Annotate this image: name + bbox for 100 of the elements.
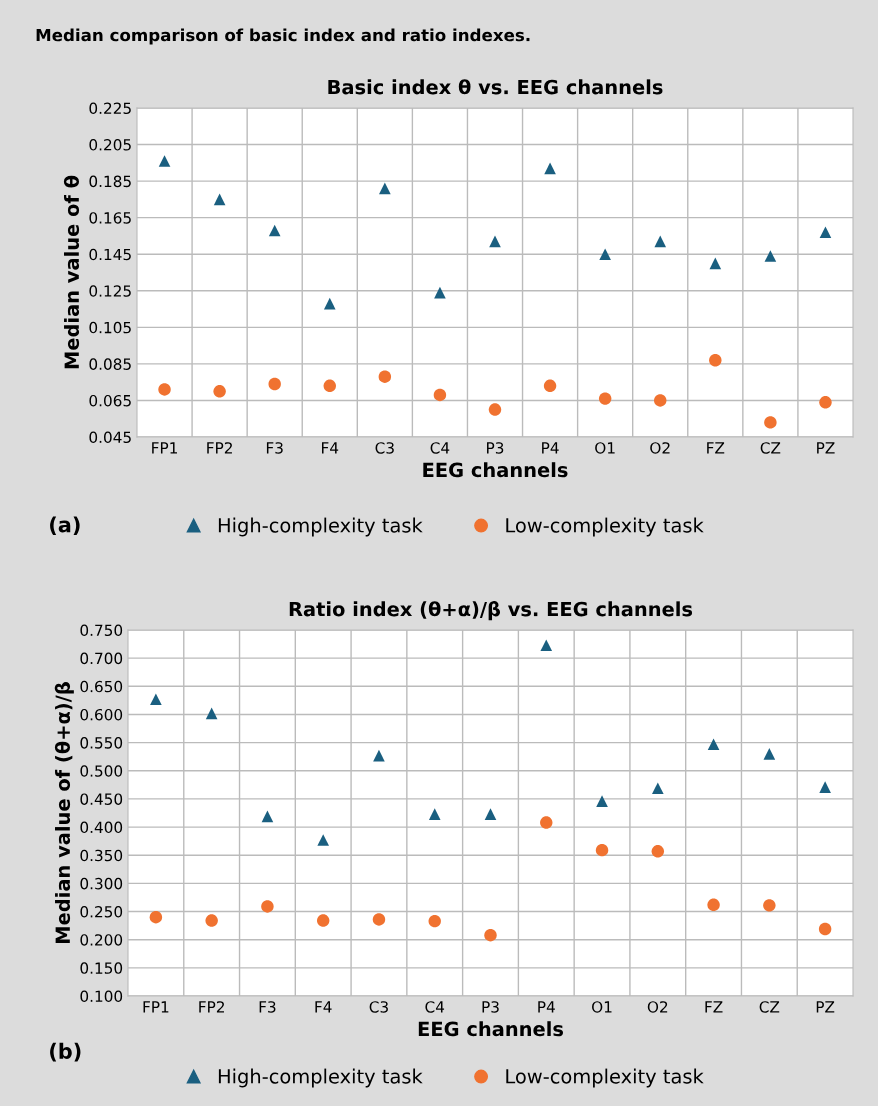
x-tick-label: CZ xyxy=(759,1001,780,1013)
y-tick-label: 0.150 xyxy=(80,962,123,974)
point xyxy=(764,250,777,262)
point xyxy=(819,781,831,793)
point xyxy=(595,843,609,857)
x-tick-label: CZ xyxy=(760,442,781,454)
x-tick-label: P4 xyxy=(538,1001,555,1013)
y-tick-label: 0.350 xyxy=(80,849,123,862)
x-tick-label: F4 xyxy=(315,1001,332,1013)
chart-title: Ratio index (θ+α)/β vs. EEG channels xyxy=(289,601,693,621)
y-tick-label: 0.600 xyxy=(80,708,123,721)
y-tick-label: 0.065 xyxy=(89,394,131,407)
point xyxy=(316,914,330,927)
point xyxy=(763,899,776,912)
point xyxy=(378,370,392,383)
legend-label: Low-complexity task xyxy=(506,1068,704,1088)
y-tick-label: 0.085 xyxy=(89,358,131,370)
y-tick-label: 0.300 xyxy=(80,877,123,890)
point xyxy=(205,914,218,927)
text: Median comparison of basic index and ratio indexes. xyxy=(36,28,530,45)
y-tick-label: 0.145 xyxy=(89,248,131,261)
x-tick-label: C4 xyxy=(425,1001,445,1013)
point xyxy=(707,738,720,751)
point xyxy=(484,808,497,820)
text: (b) xyxy=(50,1042,81,1062)
y-tick-label: 0.500 xyxy=(80,765,123,777)
y-tick-label: 0.045 xyxy=(89,431,131,444)
x-tick-label: P3 xyxy=(482,1001,499,1013)
legend-label: High-complexity task xyxy=(218,517,423,537)
x-tick-label: C3 xyxy=(375,442,394,454)
x-tick-label: FZ xyxy=(705,1001,723,1013)
point xyxy=(654,394,667,407)
point xyxy=(428,914,441,928)
point xyxy=(317,834,329,846)
point xyxy=(484,928,497,942)
x-tick-label: O2 xyxy=(647,1001,668,1013)
x-tick-label: C3 xyxy=(369,1001,388,1013)
point xyxy=(540,816,553,829)
point xyxy=(598,392,612,405)
point xyxy=(261,810,274,823)
point xyxy=(654,235,667,248)
point xyxy=(544,162,556,175)
y-tick-label: 0.105 xyxy=(89,321,131,334)
x-axis-title: EEG channels xyxy=(423,462,568,478)
point xyxy=(205,707,218,720)
x-tick-label: P4 xyxy=(542,442,559,454)
point xyxy=(268,224,281,237)
point xyxy=(540,639,553,652)
y-tick-label: 0.250 xyxy=(80,906,123,918)
x-tick-label: FP1 xyxy=(152,442,177,454)
point xyxy=(379,182,391,195)
x-tick-label: FZ xyxy=(707,442,725,454)
x-tick-label: F3 xyxy=(266,442,283,454)
y-tick-label: 0.185 xyxy=(89,175,131,188)
chart-title: Basic index θ vs. EEG channels xyxy=(328,79,663,95)
point xyxy=(819,226,832,239)
y-tick-label: 0.400 xyxy=(80,821,123,834)
point xyxy=(158,383,171,396)
y-tick-label: 0.125 xyxy=(89,285,131,297)
point xyxy=(543,379,557,393)
point xyxy=(323,379,336,393)
y-tick-label: 0.205 xyxy=(89,139,131,151)
point xyxy=(213,193,226,206)
point xyxy=(599,248,611,261)
y-tick-label: 0.700 xyxy=(80,652,123,665)
x-tick-label: PZ xyxy=(817,442,835,454)
x-tick-label: P3 xyxy=(487,442,504,454)
y-tick-label: 0.165 xyxy=(89,212,131,224)
point xyxy=(488,403,502,416)
point xyxy=(596,795,608,807)
x-tick-label: FP2 xyxy=(207,442,232,454)
x-tick-label: O2 xyxy=(650,442,670,454)
x-tick-label: F4 xyxy=(322,442,339,454)
point xyxy=(819,396,832,409)
y-tick-label: 0.450 xyxy=(80,793,123,805)
point xyxy=(261,900,274,913)
x-tick-label: FP1 xyxy=(143,1001,169,1013)
legend-label: Low-complexity task xyxy=(506,517,704,537)
y-axis-title: Median value of (θ+α)/β xyxy=(54,682,74,943)
point xyxy=(709,354,722,367)
point xyxy=(764,416,777,429)
x-tick-label: PZ xyxy=(816,1001,835,1013)
point xyxy=(707,898,720,911)
text: (a) xyxy=(50,516,80,535)
point xyxy=(158,155,171,167)
point xyxy=(149,910,163,924)
y-tick-label: 0.750 xyxy=(80,624,123,637)
x-tick-label: FP2 xyxy=(199,1001,224,1013)
point xyxy=(268,377,281,391)
point xyxy=(323,297,336,310)
point xyxy=(818,922,832,936)
x-tick-label: F3 xyxy=(259,1001,276,1013)
point xyxy=(651,845,665,858)
point xyxy=(372,913,386,926)
legend-label: High-complexity task xyxy=(218,1068,423,1088)
point xyxy=(763,748,776,760)
x-tick-label: C4 xyxy=(430,442,450,454)
point xyxy=(433,388,447,402)
x-axis-title: EEG channels xyxy=(418,1021,564,1037)
x-tick-label: O1 xyxy=(595,442,615,454)
